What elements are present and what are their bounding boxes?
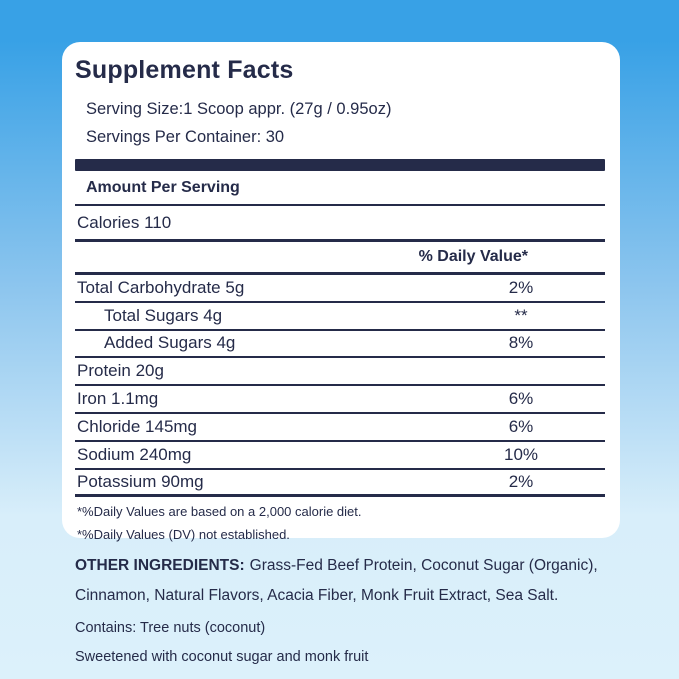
nutrient-daily-value: 6% <box>508 416 534 436</box>
nutrient-daily-value: ** <box>514 305 528 325</box>
sweetener-statement: Sweetened with coconut sugar and monk fr… <box>75 649 369 665</box>
nutrient-row: Iron 1.1mg 6% <box>75 386 605 414</box>
section-divider-bar <box>75 159 605 171</box>
other-ingredients-section: OTHER INGREDIENTS: Grass-Fed Beef Protein… <box>75 551 607 665</box>
servings-per-container: Servings Per Container: 30 <box>86 128 285 146</box>
nutrient-daily-value: 10% <box>503 444 539 464</box>
nutrient-name: Protein 20g <box>77 361 164 381</box>
nutrient-daily-value: 6% <box>508 389 534 409</box>
nutrient-name: Potassium 90mg <box>77 471 204 491</box>
other-ingredients-list: Grass-Fed Beef Protein, Coconut Sugar (O… <box>75 557 598 604</box>
nutrient-name: Iron 1.1mg <box>77 389 159 409</box>
nutrient-row: Total Carbohydrate 5g 2% <box>75 275 605 303</box>
other-ingredients-label: OTHER INGREDIENTS: <box>75 557 245 574</box>
nutrient-table: Total Carbohydrate 5g 2% Total Sugars 4g… <box>75 275 605 498</box>
nutrient-daily-value: 8% <box>508 333 534 353</box>
contains-statement: Contains: Tree nuts (coconut) <box>75 620 266 636</box>
panel-title: Supplement Facts <box>75 56 294 84</box>
amount-per-serving-heading: Amount Per Serving <box>75 171 605 206</box>
nutrient-daily-value: 2% <box>508 471 534 491</box>
nutrient-name: Total Carbohydrate 5g <box>77 277 245 297</box>
nutrient-row: Potassium 90mg 2% <box>75 470 605 498</box>
nutrient-name: Sodium 240mg <box>77 444 192 464</box>
supplement-facts-panel: Supplement Facts Serving Size:1 Scoop ap… <box>62 42 620 542</box>
nutrient-row: Chloride 145mg 6% <box>75 414 605 442</box>
nutrient-row: Total Sugars 4g ** <box>75 303 605 331</box>
daily-value-header: % Daily Value* <box>75 242 605 275</box>
nutrient-row: Sodium 240mg 10% <box>75 442 605 470</box>
nutrient-row: Protein 20g <box>75 358 605 387</box>
other-ingredients-paragraph: OTHER INGREDIENTS: Grass-Fed Beef Protein… <box>75 551 607 611</box>
footnote-dv-not-established: *%Daily Values (DV) not established. <box>77 527 290 543</box>
nutrient-name: Added Sugars 4g <box>104 333 236 353</box>
nutrient-daily-value: 2% <box>508 277 534 297</box>
nutrient-name: Chloride 145mg <box>77 416 198 436</box>
serving-size: Serving Size:1 Scoop appr. (27g / 0.95oz… <box>86 100 392 118</box>
nutrient-name: Total Sugars 4g <box>104 305 223 325</box>
footnote-calorie-diet: *%Daily Values are based on a 2,000 calo… <box>77 504 362 520</box>
nutrient-row: Added Sugars 4g 8% <box>75 331 605 359</box>
calories-row: Calories 110 <box>75 206 605 242</box>
